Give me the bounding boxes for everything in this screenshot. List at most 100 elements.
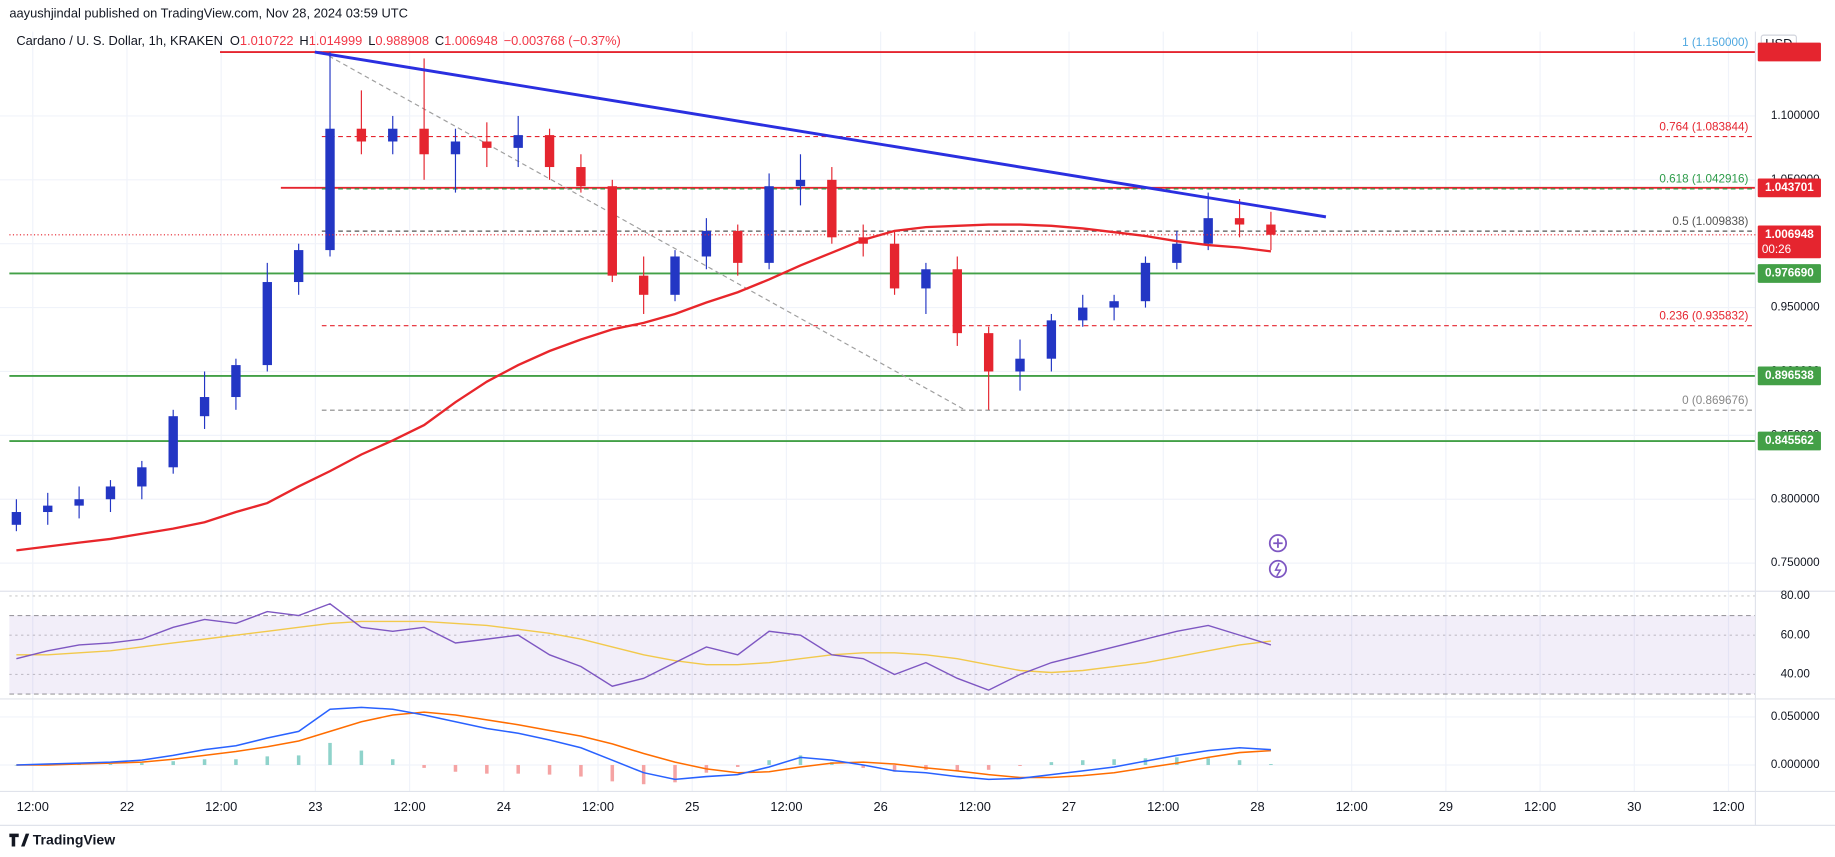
macd-histogram-bar: [1112, 759, 1116, 766]
macd-histogram-bar: [1049, 762, 1054, 766]
macd-histogram-bar: [610, 765, 615, 782]
grid: [0, 31, 1756, 792]
macd-histogram-bar: [108, 764, 113, 766]
price-change: −0.003768 (−0.37%): [504, 34, 621, 49]
fib-label: 1 (1.150000): [1682, 36, 1748, 49]
x-tick-label: 12:00: [205, 799, 237, 814]
x-tick-label: 22: [120, 799, 134, 814]
y-tick-label: 0.750000: [1771, 556, 1820, 569]
candle-body: [544, 135, 555, 168]
candle-body: [638, 275, 649, 295]
level-price-label: 0.845562: [1765, 434, 1814, 447]
x-tick-label: 12:00: [17, 799, 49, 814]
macd-histogram-bar: [516, 765, 520, 774]
level-price-box: [1757, 366, 1821, 386]
candle-body: [419, 128, 429, 155]
macd-histogram-bar: [359, 750, 364, 766]
event-icon-glyph: [1274, 562, 1282, 577]
candle-body: [513, 135, 523, 148]
candle-body: [356, 128, 367, 142]
macd-histogram-bar: [1237, 760, 1242, 766]
candle-body: [827, 179, 837, 238]
candle-body: [1203, 218, 1213, 244]
x-tick-label: 28: [1250, 799, 1264, 814]
macd-histogram-bar: [767, 760, 771, 766]
macd-histogram-bar: [1206, 758, 1210, 766]
macd-histogram-bar: [422, 765, 426, 768]
candle-body: [1140, 262, 1151, 302]
macd-histogram-bar: [296, 755, 301, 766]
macd-histogram-bar: [328, 742, 332, 766]
rsi-tick-label: 80.00: [1781, 589, 1811, 602]
ohlc-label: H: [299, 34, 308, 49]
macd-histogram-bar: [735, 765, 740, 767]
candle-body: [701, 230, 712, 257]
macd-tick-label: 0.000000: [1771, 758, 1820, 771]
candle-body: [11, 512, 22, 525]
symbol-title: Cardano / U. S. Dollar, 1h, KRAKEN: [16, 34, 223, 49]
fib-label: 0.618 (1.042916): [1659, 173, 1748, 186]
y-tick-label: 1.100000: [1771, 109, 1820, 122]
rsi-line: [16, 602, 1272, 691]
candle-body: [168, 416, 178, 468]
toolbar-icons: [1268, 534, 1288, 579]
macd-histogram-bar: [1080, 760, 1085, 766]
macd-histogram-bar: [234, 759, 238, 766]
ohlc-value: 1.006948: [444, 34, 498, 49]
fib-label: 0.236 (0.935832): [1659, 309, 1748, 322]
macd-histogram-bar: [798, 755, 803, 766]
candle-body: [607, 186, 617, 276]
countdown: 00:26: [1762, 243, 1791, 256]
candle-body: [1172, 243, 1182, 263]
candle-body: [388, 128, 398, 142]
macd-histogram-bar: [390, 759, 395, 766]
x-tick-label: 27: [1062, 799, 1076, 814]
candle-body: [137, 467, 147, 487]
candle-body: [262, 282, 272, 366]
candle-body: [889, 243, 900, 289]
x-tick-label: 29: [1439, 799, 1453, 814]
level-price-box: [1757, 431, 1821, 451]
fib-label: 0 (0.869676): [1682, 394, 1748, 407]
candle-body: [482, 141, 492, 148]
macd-histogram-bar: [892, 765, 897, 772]
level-price-label: 0.896538: [1765, 369, 1814, 382]
ohlc-label: O: [230, 34, 240, 49]
candle-body: [733, 230, 743, 263]
candle-body: [325, 128, 335, 251]
fib-label: 0.764 (1.083844): [1659, 120, 1748, 133]
trend-line: [314, 50, 1327, 219]
macd-histogram-bar: [673, 765, 677, 783]
macd-histogram-bar: [485, 765, 489, 774]
candle-body: [952, 269, 962, 334]
event-icon[interactable]: [1268, 559, 1288, 579]
level-price-box: [1757, 42, 1821, 62]
plot: 1 (1.150000) 0.764 (1.083844) 0.618 (1.042…: [9, 36, 1756, 785]
last-price-box: [1757, 225, 1821, 259]
fib-label: 0.5 (1.009838): [1672, 215, 1748, 228]
alert-icon[interactable]: [1268, 534, 1288, 553]
alert-icon-glyph: [1273, 538, 1283, 548]
candle-body: [983, 333, 994, 372]
candle-body: [1015, 358, 1025, 372]
level-price-box: [1757, 264, 1821, 283]
x-tick-label: 12:00: [1712, 799, 1744, 814]
macd-histogram-bar: [641, 765, 646, 785]
candle-body: [764, 186, 774, 263]
candle-body: [1266, 224, 1276, 235]
candle-body: [231, 365, 241, 398]
candle-body: [450, 141, 461, 155]
macd-histogram-bar: [986, 765, 991, 770]
macd-tick-label: 0.050000: [1771, 710, 1820, 723]
last-price-label: 1.006948: [1765, 228, 1814, 241]
publisher-line: aayushjindal published on TradingView.co…: [9, 5, 408, 20]
macd-histogram-bar: [955, 765, 960, 771]
y-tick-label: 0.950000: [1771, 301, 1820, 314]
x-tick-label: 12:00: [959, 799, 991, 814]
macd-histogram-bar: [547, 765, 552, 775]
macd-histogram-bar: [140, 763, 144, 766]
macd-histogram-bar: [861, 765, 865, 768]
logo-mark: [9, 833, 30, 847]
